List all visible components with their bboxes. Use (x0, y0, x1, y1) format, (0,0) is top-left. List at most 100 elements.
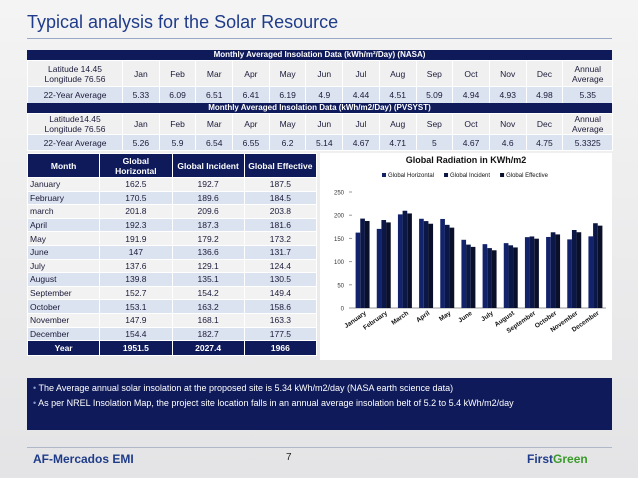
bar (571, 230, 577, 308)
legend-label: Global Incident (450, 173, 490, 179)
bar (397, 214, 403, 308)
brand-first: First (527, 452, 554, 466)
bar (376, 228, 382, 308)
bar (491, 250, 497, 308)
data-cell: January (26, 177, 101, 192)
data-cell: march (26, 204, 101, 219)
chart: Global Radiation in KWh/m2 0 50 100 150 200 2… (320, 153, 612, 360)
bar (423, 221, 429, 308)
data-cell: 147.9 (99, 312, 173, 328)
bar (428, 223, 434, 308)
bar (597, 225, 603, 308)
header-cell: Month (26, 153, 101, 178)
data-cell: 162.5 (99, 177, 173, 192)
data-cell: 168.1 (171, 312, 245, 328)
header-cell: Nov (488, 60, 527, 87)
data-cell: 181.6 (243, 217, 318, 233)
bar (355, 232, 361, 308)
data-cell: 5.3325 (562, 134, 614, 151)
data-cell: 6.19 (268, 86, 307, 104)
data-cell: 6.41 (232, 86, 270, 104)
header-cell: Dec (525, 60, 564, 87)
bar (503, 243, 509, 308)
bar (588, 236, 594, 308)
bar (470, 246, 476, 308)
data-cell: July (26, 258, 101, 274)
data-cell: 5.9 (158, 134, 197, 151)
header-cell: Mar (195, 60, 234, 87)
data-cell: 136.6 (171, 244, 245, 260)
data-cell: December (26, 326, 101, 342)
header-cell: Aug (378, 113, 417, 135)
data-row: march 201.8 209.6 203.8 (26, 204, 318, 219)
bar (576, 232, 582, 308)
bar (360, 218, 365, 308)
bar (555, 234, 561, 308)
data-cell: 187.5 (243, 177, 318, 192)
bar (593, 223, 598, 308)
chart-title: Global Radiation in KWh/m2 (406, 155, 527, 165)
data-cell: 192.3 (99, 217, 173, 233)
data-row: September 152.7 154.2 149.4 (26, 285, 318, 301)
data-cell: 201.8 (99, 204, 173, 219)
bar (407, 213, 412, 308)
footer-brand: FirstGreen (527, 452, 588, 466)
data-cell: 153.1 (99, 299, 173, 314)
y-tick-label: 250 (334, 191, 345, 197)
data-cell: 189.6 (171, 190, 245, 206)
data-cell: 4.75 (525, 134, 564, 151)
data-cell: 4.6 (488, 134, 527, 151)
header-row: Month Global Horizontal Global Incident Glo… (26, 153, 318, 178)
data-cell: 137.6 (99, 258, 173, 274)
data-cell: 4.9 (305, 86, 344, 104)
header-row: Latitude14.45 Longitude 76.56 Jan Feb Mar Ap… (27, 113, 614, 135)
pvsyst-table: Latitude14.45 Longitude 76.56 Jan Feb Mar Ap… (27, 113, 614, 151)
bar (466, 244, 471, 308)
legend-label: Global Effective (506, 173, 549, 179)
bar (461, 239, 467, 308)
bar (567, 239, 572, 308)
bar (546, 236, 551, 308)
header-cell: Dec (525, 113, 564, 135)
header-cell: Jan (122, 60, 160, 87)
header-cell: Oct (452, 60, 490, 87)
data-cell: 5.09 (415, 86, 454, 104)
header-cell: Global Effective (243, 153, 318, 178)
radiation-table: Month Global Horizontal Global Incident Glo… (26, 153, 318, 357)
y-tick-label: 100 (334, 260, 345, 266)
data-cell: 6.55 (232, 134, 270, 151)
data-cell: June (26, 244, 101, 260)
data-cell: 4.44 (342, 86, 380, 104)
footer-rule (27, 447, 612, 448)
bar (386, 222, 391, 308)
data-cell: 4.67 (452, 134, 490, 151)
data-cell: 4.71 (378, 134, 417, 151)
data-cell: 4.51 (378, 86, 417, 104)
data-cell: 4.98 (525, 86, 564, 104)
data-cell: 4.94 (452, 86, 490, 104)
header-row: Latitude 14.45 Longitude 76.56 Jan Feb Mar A… (27, 60, 614, 87)
data-cell: 163.3 (243, 312, 318, 328)
header-cell: May (268, 113, 307, 135)
data-cell: 158.6 (243, 299, 318, 314)
total-row: Year 1951.5 2027.4 1966 (26, 340, 318, 357)
data-cell: 124.4 (243, 258, 318, 274)
bar (440, 218, 445, 308)
data-cell: 129.1 (171, 258, 245, 274)
header-cell: Jan (122, 113, 160, 135)
header-cell: Sep (415, 113, 454, 135)
bar (449, 227, 455, 308)
x-tick-label: February (362, 310, 389, 332)
header-cell: Jul (342, 60, 380, 87)
data-cell: 5.26 (122, 134, 160, 151)
bar (513, 247, 518, 308)
bar (534, 238, 539, 308)
notes-box: • The Average annual solar insolation at… (27, 378, 612, 430)
data-cell: 5 (415, 134, 454, 151)
bar (550, 232, 556, 308)
header-cell: Apr (232, 60, 270, 87)
data-cell: 173.2 (243, 231, 318, 246)
brand-second: Green (553, 452, 588, 466)
data-row: July 137.6 129.1 124.4 (26, 258, 318, 274)
